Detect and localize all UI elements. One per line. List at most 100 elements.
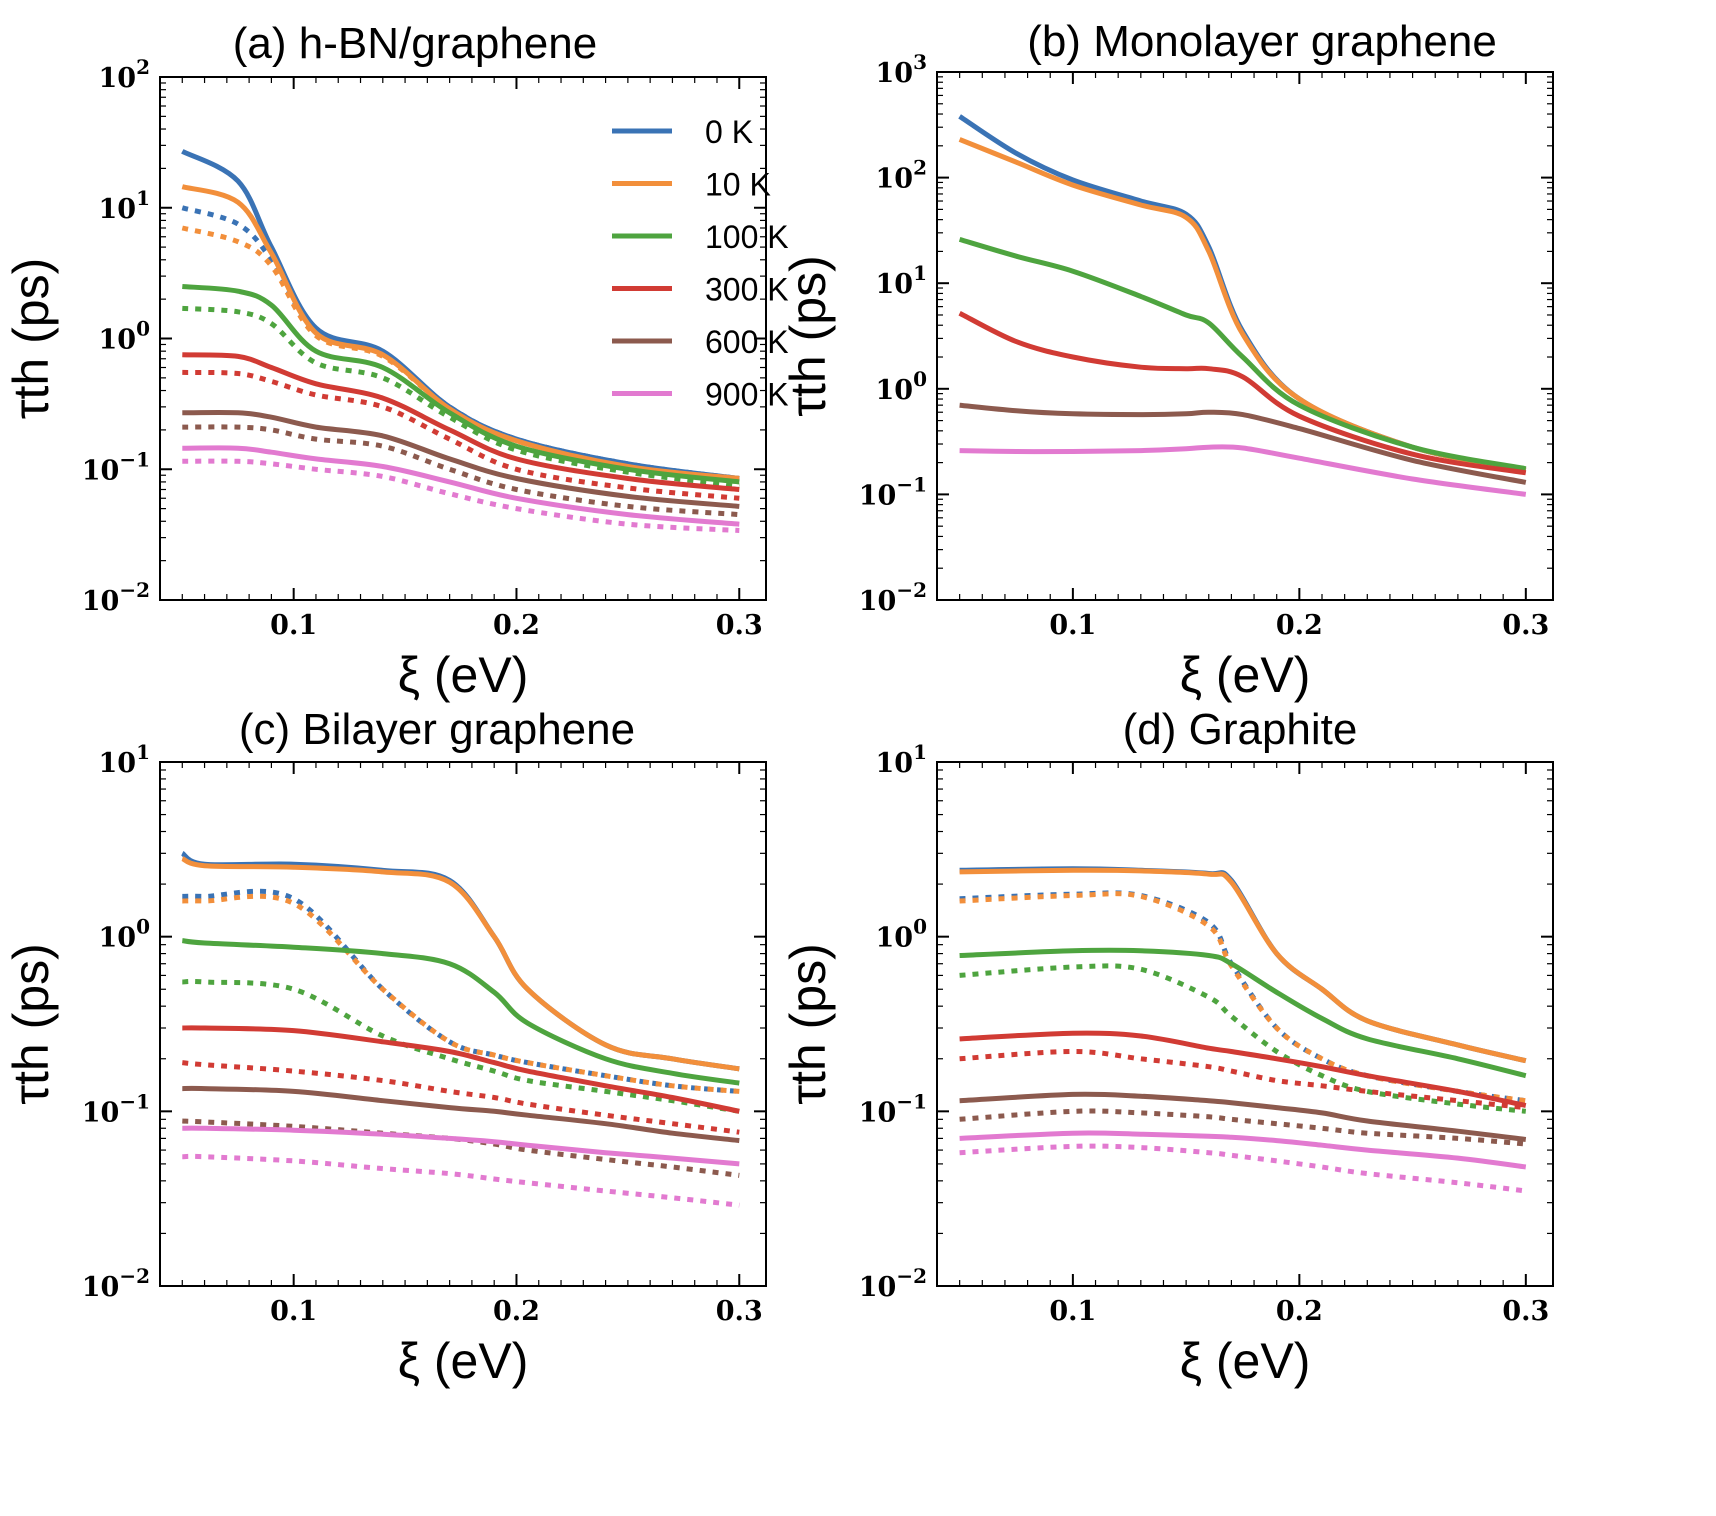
x-tick-label: 0.1 [270, 1296, 317, 1327]
series-line-100k-dotted [182, 978, 740, 1114]
series-line-100k-solid [958, 237, 1527, 472]
y-tick-label: 10−2 [859, 578, 927, 617]
y-tick-label: 101 [876, 740, 928, 779]
series-line-300k-solid [182, 1025, 740, 1114]
series-group [181, 149, 740, 533]
panel-title: (c) Bilayer graphene [239, 705, 635, 754]
x-tick-label: 0.3 [716, 1296, 763, 1327]
x-tick-label: 0.2 [493, 610, 540, 641]
panel-title: (b) Monolayer graphene [1027, 17, 1497, 66]
y-tick-label: 101 [99, 740, 151, 779]
series-line-10k-solid [959, 867, 1527, 1064]
series-line-300k-solid [959, 1030, 1527, 1108]
y-tick-label: 10−1 [82, 447, 150, 486]
x-tick-label: 0.2 [493, 1296, 540, 1327]
legend: 0 K 10 K 100 K 300 K 600 K 900 K [612, 114, 789, 413]
series-line-300k-dotted [182, 1060, 740, 1135]
series-line-100k-solid [182, 284, 740, 485]
y-tick-label: 101 [876, 261, 928, 300]
y-tick-label: 102 [876, 156, 928, 195]
y-axis-label: τth (ps) [3, 943, 59, 1104]
x-tick-label: 0.3 [1502, 1296, 1549, 1327]
y-axis-label: τth (ps) [3, 258, 59, 419]
series-line-10k-solid [181, 184, 740, 481]
x-axis-label: ξ (eV) [1180, 647, 1311, 703]
series-line-100k-dotted [959, 963, 1527, 1114]
legend-label: 0 K [705, 114, 753, 150]
series-line-0k-dotted [959, 890, 1527, 1104]
x-axis-label: ξ (eV) [1180, 1333, 1311, 1389]
panel-title: (d) Graphite [1123, 705, 1358, 754]
chart-panel-2: (b) Monolayer graphene 10−2 10−1 100 101 102 1… [780, 17, 1554, 703]
y-axis-label: τth (ps) [780, 943, 836, 1104]
series-line-900k-dotted [182, 1153, 740, 1208]
series-line-900k-solid [959, 1130, 1527, 1170]
y-tick-label: 100 [99, 915, 151, 954]
x-axis-label: ξ (eV) [398, 1333, 529, 1389]
y-tick-label: 10−1 [859, 1089, 927, 1128]
series-line-900k-dotted [959, 1143, 1527, 1194]
x-axis-label: ξ (eV) [398, 647, 529, 703]
series-line-300k-dotted [182, 369, 740, 501]
legend-label: 900 K [705, 377, 789, 413]
x-tick-label: 0.2 [1276, 610, 1323, 641]
series-line-10k-dotted [181, 225, 740, 481]
series-line-600k-solid [182, 409, 740, 509]
series-group [180, 851, 740, 1208]
y-tick-label: 102 [99, 55, 151, 94]
x-tick-label: 0.2 [1276, 1296, 1323, 1327]
series-line-300k-solid [958, 310, 1527, 476]
plot-frame [936, 761, 1554, 1287]
x-tick-label: 0.1 [1049, 610, 1096, 641]
series-line-10k-dotted [182, 893, 740, 1094]
y-tick-label: 103 [876, 50, 928, 89]
y-tick-label: 100 [876, 915, 928, 954]
panel-title: (a) h-BN/graphene [233, 19, 597, 68]
y-tick-label: 10−1 [82, 1089, 150, 1128]
y-tick-label: 10−2 [82, 1264, 150, 1303]
series-line-10k-solid [958, 137, 1527, 473]
series-line-600k-dotted [182, 424, 740, 518]
series-line-600k-solid [182, 1085, 740, 1144]
series-line-900k-solid [182, 445, 740, 527]
series-line-900k-solid [182, 1125, 740, 1167]
legend-label: 600 K [705, 324, 789, 360]
series-line-600k-solid [959, 1091, 1527, 1142]
series-line-900k-solid [959, 444, 1527, 497]
series-line-0k-dotted [182, 888, 740, 1094]
series-group [958, 114, 1527, 497]
plot-frame [936, 71, 1554, 601]
series-line-10k-dotted [959, 891, 1527, 1104]
series-line-100k-dotted [182, 305, 740, 489]
series-line-100k-solid [959, 947, 1527, 1079]
legend-label: 10 K [705, 167, 771, 203]
series-line-10k-solid [181, 856, 740, 1072]
y-tick-label: 10−2 [82, 578, 150, 617]
series-line-600k-solid [959, 402, 1527, 485]
series-group [959, 866, 1527, 1194]
legend-label: 100 K [705, 219, 789, 255]
legend-label: 300 K [705, 272, 789, 308]
x-tick-label: 0.3 [1502, 610, 1549, 641]
plot-frame [159, 761, 767, 1287]
y-tick-label: 101 [99, 186, 151, 225]
series-line-900k-dotted [182, 458, 740, 533]
y-tick-label: 100 [99, 317, 151, 356]
series-line-300k-dotted [959, 1049, 1527, 1111]
x-tick-label: 0.1 [270, 610, 317, 641]
y-axis-label: τth (ps) [780, 255, 836, 416]
y-tick-label: 10−2 [859, 1264, 927, 1303]
series-line-600k-dotted [959, 1108, 1526, 1147]
x-tick-label: 0.1 [1049, 1296, 1096, 1327]
series-line-0k-solid [181, 149, 740, 481]
chart-panel-3: (c) Bilayer graphene 10−2 10−1 100 101 0.1 0.2… [3, 705, 767, 1389]
chart-panel-4: (d) Graphite 10−2 10−1 100 101 0.1 0.2 0.3 ξ (eV… [780, 705, 1554, 1389]
y-tick-label: 100 [876, 367, 928, 406]
series-line-100k-solid [181, 938, 740, 1086]
y-tick-label: 10−1 [859, 472, 927, 511]
x-tick-label: 0.3 [716, 610, 763, 641]
series-line-300k-solid [182, 352, 740, 492]
series-line-0k-solid [180, 851, 740, 1072]
chart-panel-1: (a) h-BN/graphene 10−2 10−1 100 101 102 0.1 0.2… [3, 19, 767, 703]
